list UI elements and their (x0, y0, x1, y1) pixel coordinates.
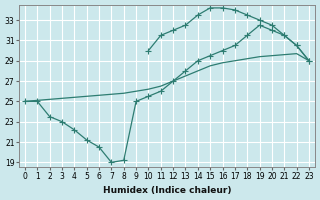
X-axis label: Humidex (Indice chaleur): Humidex (Indice chaleur) (103, 186, 231, 195)
